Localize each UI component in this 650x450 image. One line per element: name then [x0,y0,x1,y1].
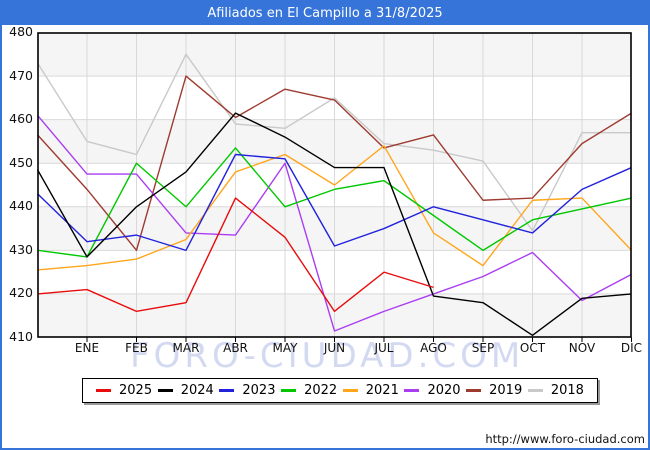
series-line-2021 [37,145,632,271]
y-tick-label: 420 [9,285,33,301]
y-tick-label: 470 [9,67,33,83]
y-tick-label: 430 [9,241,33,257]
x-tick-label-abr: ABR [223,341,248,355]
y-tick-label: 440 [9,198,33,214]
legend-dash-icon [466,389,482,392]
y-tick-label: 450 [9,154,33,170]
legend-dash-icon [96,389,111,392]
series-line-2018 [37,53,632,232]
series-line-2020 [37,114,632,332]
legend-label: 2022 [304,383,338,398]
series-line-2025 [37,197,434,313]
legend-item-2023: 2023 [219,383,275,398]
y-tick-label: 480 [9,24,33,39]
legend-item-2019: 2019 [466,383,522,398]
plot-area [37,32,632,342]
legend-dash-icon [281,389,297,392]
footer-url: http://www.foro-ciudad.com [485,432,645,446]
x-tick-label-ago: AGO [420,341,447,355]
legend-item-2025: 2025 [96,383,152,398]
series-line-2024 [37,112,632,337]
legend-item-2020: 2020 [404,383,461,398]
plot-border [37,32,632,338]
legend-item-2018: 2018 [527,383,584,398]
legend-dash-icon [342,389,358,392]
legend-label: 2023 [242,383,276,398]
legend-item-2022: 2022 [281,383,337,398]
x-tick-label-mar: MAR [172,341,200,355]
legend-item-2024: 2024 [157,383,214,398]
x-tick-label-ene: ENE [74,341,100,355]
title-bar: Afiliados en El Campillo a 31/8/2025 [2,2,648,25]
legend-box: 2025 2024 2023 2022 2021 2020 2019 2018 [82,378,598,403]
legend-label: 2021 [365,383,399,398]
x-tick-label-oct: OCT [519,341,546,355]
legend-label: 2024 [180,383,214,398]
x-tick-label-dic: DIC [620,341,643,355]
legend-dash-icon [404,389,420,392]
legend-dash-icon [527,389,543,392]
legend-dash-icon [219,389,235,392]
x-tick-label-jul: JUL [374,341,394,355]
x-tick-label-nov: NOV [568,341,596,355]
legend-label: 2019 [489,383,523,398]
y-tick-label: 460 [9,111,33,127]
x-tick-label-sep: SEP [471,341,495,355]
legend-label: 2018 [550,383,584,398]
watermark-text: FORO-CIUDAD.COM [130,336,525,376]
legend-label: 2020 [427,383,461,398]
series-line-2022 [37,147,632,258]
y-tick-label: 410 [9,329,33,344]
legend-dash-icon [157,389,173,392]
x-tick-label-may: MAY [272,341,298,355]
chart-title: Afiliados en El Campillo a 31/8/2025 [207,6,443,21]
x-tick-label-jun: JUN [323,341,346,355]
series-line-2019 [37,75,632,252]
legend-label: 2025 [119,383,153,398]
x-tick-label-feb: FEB [125,341,148,355]
series-line-2023 [37,153,632,252]
legend-item-2021: 2021 [342,383,399,398]
